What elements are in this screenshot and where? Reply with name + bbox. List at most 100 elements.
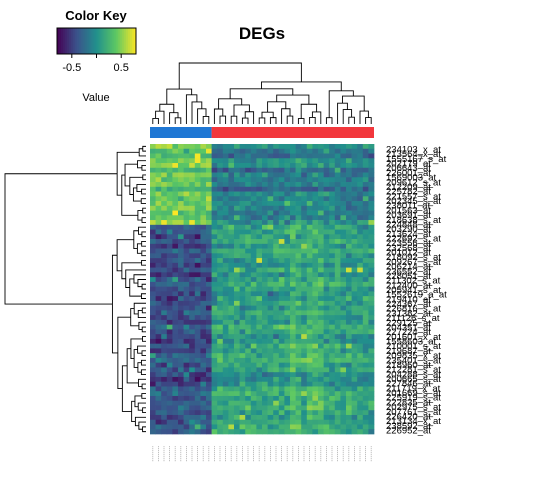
heatmap-cell <box>150 329 156 335</box>
color-key-tick-label: -0.5 <box>62 62 81 74</box>
heatmap-cell <box>206 201 212 207</box>
heatmap-cell <box>346 291 352 297</box>
heatmap-cell <box>351 367 358 373</box>
heatmap-cell <box>357 310 364 316</box>
heatmap-cell <box>273 367 280 373</box>
dendrogram-branch <box>137 345 146 354</box>
heatmap-cell <box>290 343 296 349</box>
heatmap-cell <box>245 334 252 340</box>
heatmap-cell <box>194 243 201 249</box>
heatmap-cell <box>340 386 347 392</box>
heatmap-cell <box>150 243 156 249</box>
heatmap-cell <box>217 286 224 292</box>
heatmap-cell <box>245 429 252 435</box>
heatmap-cell <box>239 391 246 397</box>
heatmap-cell <box>362 353 369 359</box>
heatmap-cell <box>183 286 190 292</box>
heatmap-cell <box>222 224 229 230</box>
heatmap-cell <box>206 296 212 302</box>
heatmap-cell <box>262 229 268 235</box>
heatmap-cell <box>267 229 274 235</box>
row-labels: 234103_x_at213564_x_at1555167_s_at202179… <box>386 145 447 437</box>
heatmap-cell <box>267 367 274 373</box>
row-label: 221557_s_at <box>386 191 441 202</box>
row-label: 203290_at <box>386 224 431 235</box>
heatmap-cell <box>340 267 347 273</box>
heatmap-cell <box>206 286 212 292</box>
heatmap-cell <box>161 234 168 240</box>
heatmap-cell <box>228 414 235 421</box>
heatmap-cell <box>351 296 358 302</box>
heatmap-cell <box>267 186 274 192</box>
heatmap-cell <box>295 253 302 259</box>
heatmap-cell <box>340 172 347 178</box>
heatmap-cell <box>357 348 364 354</box>
heatmap-cell <box>250 210 257 216</box>
heatmap-cell <box>362 343 369 349</box>
heatmap-cell <box>312 201 319 207</box>
heatmap-cell <box>256 386 263 392</box>
heatmap-cell <box>239 201 246 207</box>
heatmap-cell <box>267 372 274 378</box>
heatmap-cell <box>323 277 330 283</box>
heatmap-cell <box>234 300 240 306</box>
heatmap-cell <box>211 253 218 259</box>
heatmap-cell <box>161 267 168 273</box>
heatmap-cell <box>340 205 347 211</box>
heatmap-cell <box>323 362 330 368</box>
heatmap-cell <box>340 334 347 340</box>
heatmap-cell <box>206 419 212 425</box>
dendrogram-branch <box>281 108 291 124</box>
heatmap-cell <box>262 177 268 183</box>
heatmap-cell <box>150 163 156 169</box>
heatmap-cell <box>284 376 291 383</box>
heatmap-cell <box>166 148 173 154</box>
heatmap-cell <box>262 262 268 268</box>
heatmap-cell <box>250 405 257 411</box>
heatmap-cell <box>228 300 235 306</box>
heatmap-cell <box>161 300 168 306</box>
row-label: 238592_at <box>386 421 431 432</box>
heatmap-cell <box>312 239 319 245</box>
heatmap-cell <box>178 429 184 435</box>
heatmap-cell <box>155 334 162 340</box>
dendrogram-branch <box>141 359 146 366</box>
heatmap-cell <box>273 177 280 183</box>
dendrogram-branch <box>121 174 138 216</box>
heatmap-cell <box>334 224 341 230</box>
heatmap-cell <box>155 234 162 240</box>
row-label: 218960_at <box>386 360 431 371</box>
heatmap-cell <box>278 381 285 387</box>
heatmap-cell <box>234 153 240 159</box>
heatmap-cell <box>368 277 375 283</box>
dendrogram-branch <box>138 421 146 430</box>
heatmap-cell <box>284 348 291 354</box>
heatmap-cell <box>351 239 358 245</box>
heatmap-cell <box>172 253 179 259</box>
heatmap-cell <box>262 319 268 325</box>
heatmap-cell <box>301 395 308 402</box>
heatmap-cell <box>323 210 330 216</box>
heatmap-cell <box>262 258 268 264</box>
heatmap-cell <box>284 163 291 169</box>
heatmap-cell <box>334 315 341 321</box>
heatmap-cell <box>340 319 347 325</box>
heatmap-cell <box>194 177 201 183</box>
heatmap-cell <box>312 343 319 349</box>
heatmap-cell <box>362 215 369 221</box>
heatmap-cell <box>222 348 229 354</box>
heatmap-cell <box>194 215 201 221</box>
heatmap-cell <box>318 338 324 345</box>
heatmap-cell <box>150 348 156 354</box>
heatmap-cell <box>189 224 196 230</box>
heatmap-cell <box>329 144 336 150</box>
heatmap-cell <box>211 372 218 378</box>
heatmap-cell <box>368 191 375 197</box>
heatmap-cell <box>234 286 240 292</box>
heatmap-cell <box>323 243 330 249</box>
heatmap-cell <box>166 410 173 416</box>
heatmap-cell <box>290 353 296 359</box>
heatmap-cell <box>245 262 252 268</box>
heatmap-cell <box>161 277 168 283</box>
heatmap-cell <box>278 395 285 402</box>
